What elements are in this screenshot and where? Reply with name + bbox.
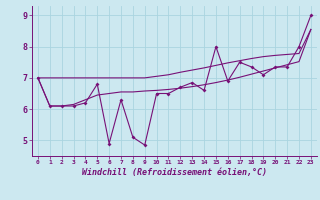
X-axis label: Windchill (Refroidissement éolien,°C): Windchill (Refroidissement éolien,°C) xyxy=(82,168,267,177)
